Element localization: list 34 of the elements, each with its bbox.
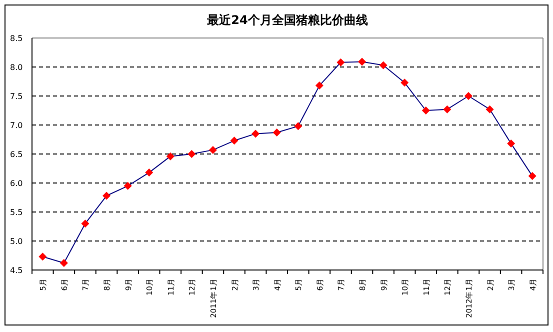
point: [464, 92, 472, 100]
point: [60, 259, 68, 268]
point: [315, 82, 324, 90]
point: [272, 128, 281, 137]
chart-title: 最近24个月全国猪粮比价曲线: [206, 13, 368, 27]
point: [38, 252, 47, 261]
point: [124, 182, 132, 190]
point: [379, 61, 388, 70]
point: [252, 130, 260, 138]
point: [145, 168, 154, 177]
y-tick-label: 8.5: [10, 34, 23, 43]
point: [230, 136, 238, 145]
point: [102, 192, 111, 200]
point: [336, 58, 345, 66]
y-tick-label: 7.5: [10, 92, 23, 101]
y-tick-label: 5.0: [10, 237, 23, 246]
point: [81, 220, 90, 228]
point: [443, 105, 452, 114]
point: [294, 122, 302, 130]
point: [422, 106, 430, 114]
y-tick-label: 6.0: [10, 179, 23, 188]
y-tick-label: 4.5: [10, 266, 23, 275]
point: [208, 146, 217, 154]
point: [188, 150, 196, 158]
y-tick-label: 7.0: [10, 121, 23, 130]
point: [400, 78, 409, 87]
y-tick-label: 8.0: [10, 63, 23, 72]
y-tick-label: 5.5: [10, 208, 23, 217]
point: [507, 140, 516, 148]
point: [166, 152, 174, 160]
y-tick-label: 6.5: [10, 150, 23, 159]
point: [358, 58, 366, 66]
point: [486, 105, 494, 114]
point: [528, 172, 536, 180]
